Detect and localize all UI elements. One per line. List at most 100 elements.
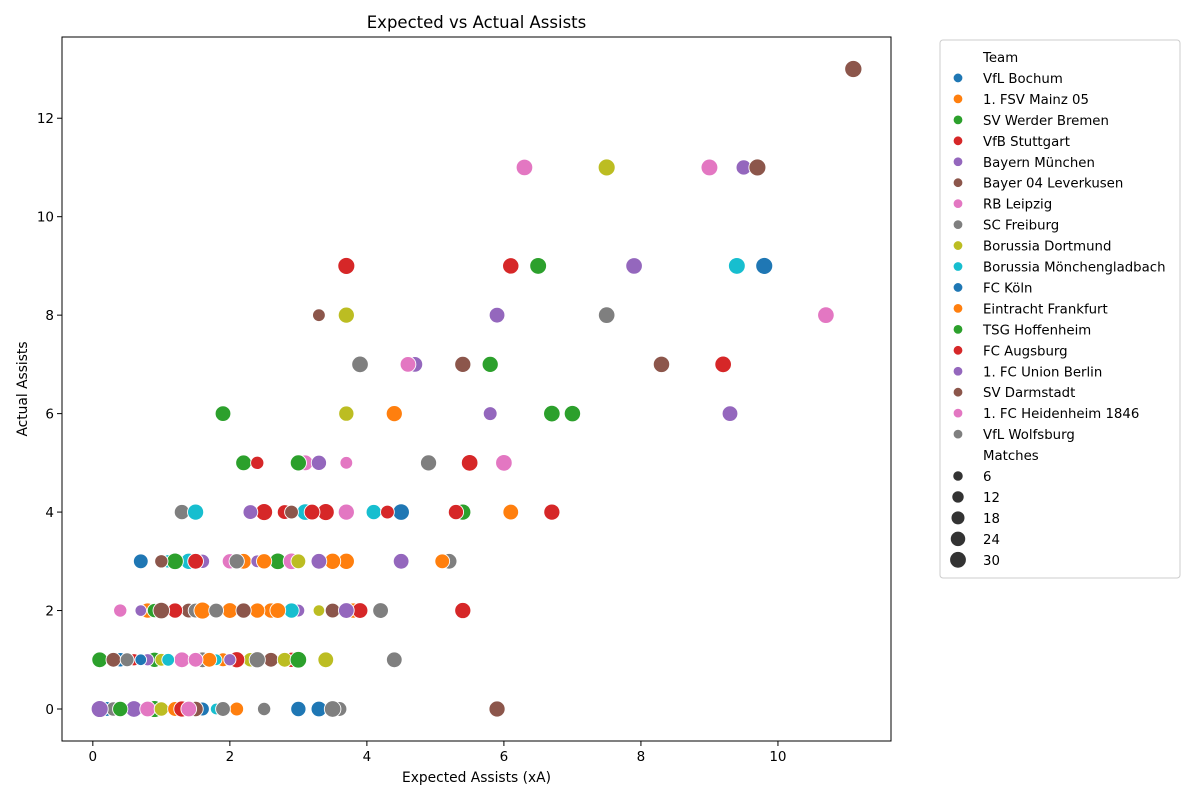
data-point	[727, 257, 746, 275]
x-tick-label: 2	[226, 749, 235, 765]
size-legend-marker	[951, 490, 965, 504]
data-point	[454, 601, 472, 620]
data-point	[502, 503, 520, 521]
legend-marker	[952, 345, 964, 356]
legend-label: VfL Bochum	[983, 72, 1063, 87]
y-tick-label: 10	[37, 210, 54, 226]
legend-marker	[952, 261, 964, 272]
legend-label: Borussia Mönchengladbach	[983, 261, 1166, 276]
legend-item: Borussia Dortmund	[952, 240, 1111, 255]
data-point	[248, 651, 266, 669]
data-point	[113, 603, 128, 618]
data-point	[312, 604, 326, 617]
legend-item: 1. FC Heidenheim 1846	[952, 407, 1139, 422]
data-point	[228, 553, 245, 570]
x-tick-label: 10	[769, 749, 786, 765]
legend-label: Borussia Dortmund	[983, 240, 1111, 255]
data-point	[105, 651, 122, 668]
data-point	[482, 406, 498, 421]
x-tick-label: 8	[637, 749, 646, 765]
legend-marker	[952, 387, 964, 398]
series-points	[113, 158, 719, 718]
data-point	[214, 405, 232, 422]
data-point	[755, 256, 774, 275]
legend-marker	[952, 72, 964, 84]
legend-marker	[952, 366, 964, 377]
data-point	[447, 503, 465, 521]
legend-item: SC Freiburg	[952, 219, 1059, 234]
data-point	[173, 651, 191, 669]
size-legend-item: 30	[949, 551, 1000, 569]
data-point	[161, 652, 176, 667]
legend-marker	[952, 114, 964, 126]
data-point	[187, 651, 204, 668]
x-tick-label: 4	[363, 749, 372, 765]
data-point	[153, 701, 169, 717]
size-legend-label: 30	[983, 554, 1000, 569]
data-point	[372, 602, 389, 619]
data-point	[221, 602, 239, 619]
data-point	[119, 652, 135, 668]
data-point	[310, 552, 328, 570]
plot-area	[90, 59, 863, 718]
data-point	[495, 454, 513, 472]
data-point	[543, 404, 561, 423]
data-point	[748, 158, 767, 177]
data-point	[312, 308, 326, 322]
y-tick-label: 8	[45, 308, 54, 324]
data-point	[392, 552, 410, 570]
data-point	[460, 454, 479, 472]
data-point	[365, 503, 382, 521]
data-point	[385, 651, 403, 669]
data-point	[337, 503, 355, 521]
data-point	[91, 651, 108, 669]
data-point	[112, 700, 129, 718]
legend-item: 1. FC Union Berlin	[952, 365, 1102, 380]
legend-item: VfL Wolfsburg	[952, 428, 1075, 443]
data-point	[323, 700, 342, 718]
data-point	[420, 454, 438, 472]
data-point	[714, 355, 732, 374]
size-legend-label: 24	[983, 533, 1000, 548]
data-point	[488, 700, 506, 718]
legend-label: SC Freiburg	[983, 219, 1059, 234]
legend-item: Bayer 04 Leverkusen	[952, 177, 1123, 192]
legend-item: Bayern München	[952, 156, 1095, 171]
size-legend-label: 18	[983, 512, 1000, 527]
legend-title-team: Team	[982, 51, 1018, 66]
legend-item: VfB Stuttgart	[952, 135, 1070, 150]
data-point	[434, 553, 451, 570]
data-point	[337, 256, 356, 275]
y-tick-label: 12	[37, 111, 54, 127]
legend-item: Eintracht Frankfurt	[952, 302, 1108, 317]
legend-marker	[952, 219, 964, 230]
size-legend-label: 12	[983, 491, 1000, 506]
legend-label: RB Leipzig	[983, 198, 1052, 213]
data-point	[721, 405, 739, 422]
y-tick-label: 4	[45, 505, 54, 521]
data-point	[269, 602, 287, 619]
data-point	[250, 455, 265, 470]
size-legend-item: 24	[949, 530, 1000, 548]
data-point	[310, 454, 328, 471]
legend-item: SV Werder Bremen	[952, 114, 1109, 129]
x-axis-label: Expected Assists (xA)	[402, 770, 551, 786]
data-point	[338, 602, 355, 619]
data-point	[700, 158, 719, 177]
data-point	[481, 355, 499, 373]
data-point	[351, 355, 369, 374]
legend-title-matches: Matches	[983, 449, 1039, 464]
legend-marker	[952, 135, 964, 147]
legend-marker	[952, 303, 964, 314]
data-point	[180, 700, 198, 718]
legend-label: 1. FSV Mainz 05	[983, 93, 1089, 108]
legend-marker	[952, 93, 964, 105]
legend-label: 1. FC Union Berlin	[983, 365, 1102, 380]
series-points	[91, 355, 561, 718]
legend-marker	[952, 324, 964, 335]
data-point	[652, 355, 671, 374]
data-point	[597, 306, 616, 324]
size-legend-label: 6	[983, 470, 991, 485]
legend-marker	[952, 428, 964, 440]
